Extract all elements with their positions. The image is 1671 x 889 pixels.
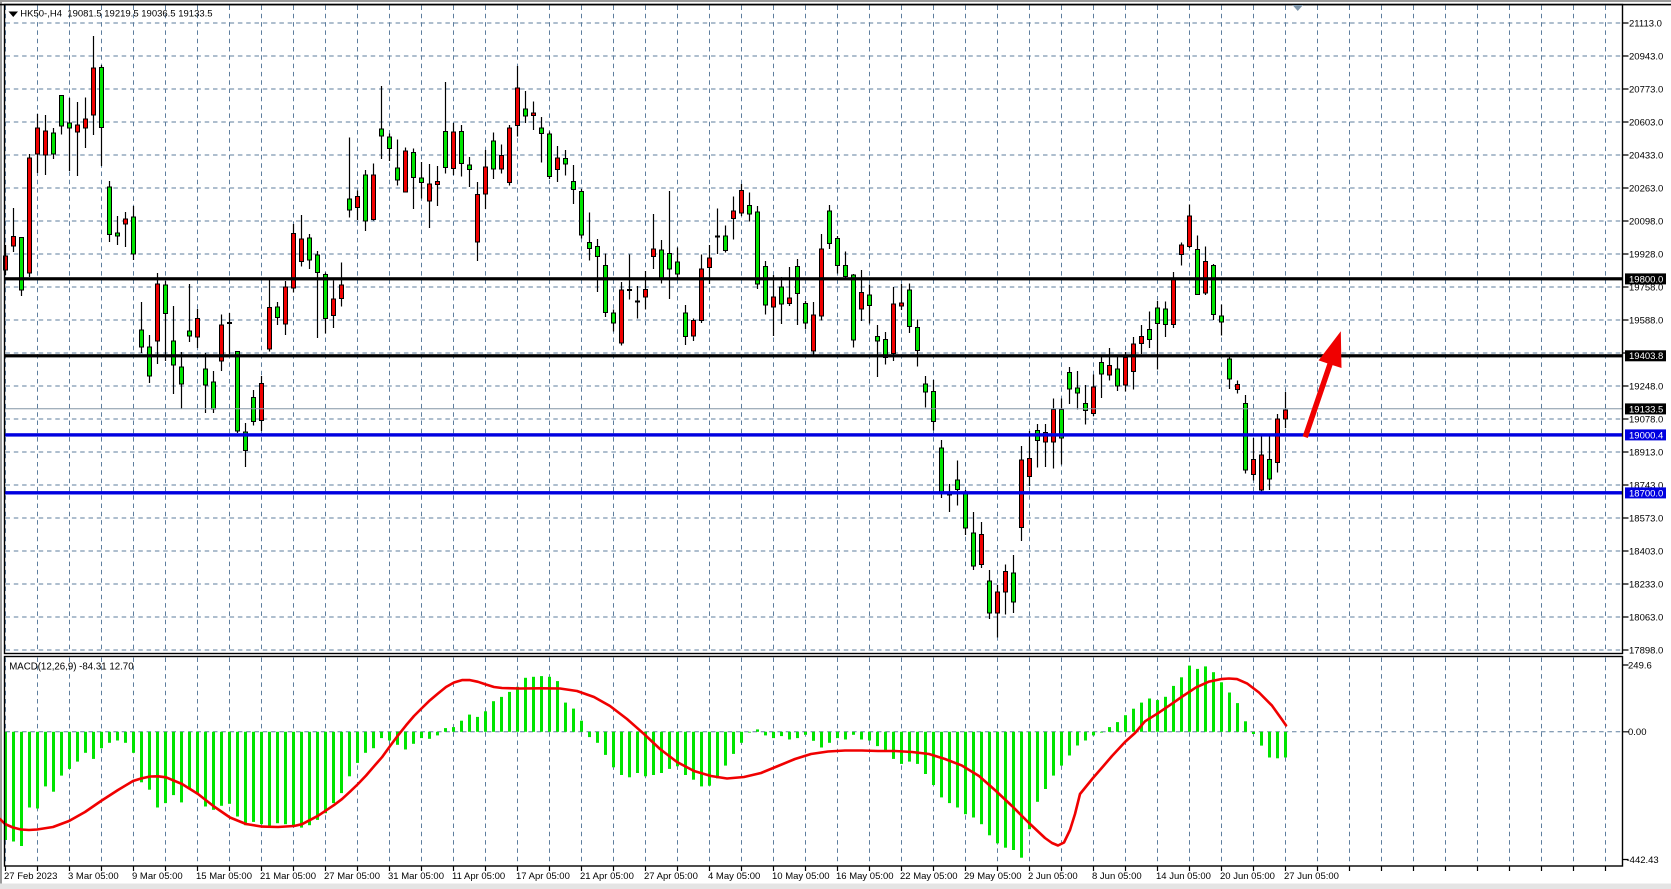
- svg-text:18700.0: 18700.0: [1629, 488, 1663, 499]
- svg-text:27 Jun 05:00: 27 Jun 05:00: [1284, 871, 1339, 882]
- svg-text:27 Feb 2023: 27 Feb 2023: [4, 871, 57, 882]
- svg-text:9 Mar 05:00: 9 Mar 05:00: [132, 871, 183, 882]
- svg-text:27 Mar 05:00: 27 Mar 05:00: [324, 871, 380, 882]
- svg-text:19758.0: 19758.0: [1629, 282, 1663, 293]
- svg-text:22 May 05:00: 22 May 05:00: [900, 871, 958, 882]
- svg-text:15 Mar 05:00: 15 Mar 05:00: [196, 871, 252, 882]
- svg-text:20943.0: 20943.0: [1629, 51, 1663, 62]
- svg-text:19000.4: 19000.4: [1629, 430, 1663, 441]
- svg-text:19928.0: 19928.0: [1629, 249, 1663, 260]
- svg-text:249.6: 249.6: [1628, 660, 1652, 671]
- svg-text:21 Apr 05:00: 21 Apr 05:00: [580, 871, 634, 882]
- svg-text:19588.0: 19588.0: [1629, 315, 1663, 326]
- svg-text:19078.0: 19078.0: [1629, 414, 1663, 425]
- svg-text:19800.0: 19800.0: [1629, 274, 1663, 285]
- svg-text:11 Apr 05:00: 11 Apr 05:00: [452, 871, 505, 882]
- svg-text:19133.5: 19133.5: [1629, 404, 1663, 415]
- svg-text:18573.0: 18573.0: [1629, 513, 1663, 524]
- svg-text:17898.0: 17898.0: [1629, 645, 1663, 656]
- svg-text:HK50-,H4 19081.5 19219.5 1903: HK50-,H4 19081.5 19219.5 19036.5 19133.5: [20, 9, 212, 20]
- svg-text:MACD(12,26,9) -84.31 12.70: MACD(12,26,9) -84.31 12.70: [9, 661, 134, 672]
- svg-text:31 Mar 05:00: 31 Mar 05:00: [388, 871, 444, 882]
- svg-text:20773.0: 20773.0: [1629, 84, 1663, 95]
- svg-text:17 Apr 05:00: 17 Apr 05:00: [516, 871, 570, 882]
- svg-text:21113.0: 21113.0: [1629, 18, 1662, 29]
- svg-text:0.00: 0.00: [1628, 727, 1647, 738]
- svg-text:29 May 05:00: 29 May 05:00: [964, 871, 1022, 882]
- svg-text:10 May 05:00: 10 May 05:00: [772, 871, 830, 882]
- svg-text:18233.0: 18233.0: [1629, 579, 1663, 590]
- svg-text:2 Jun 05:00: 2 Jun 05:00: [1028, 871, 1078, 882]
- svg-text:18913.0: 18913.0: [1629, 447, 1663, 458]
- svg-text:19248.0: 19248.0: [1629, 381, 1663, 392]
- svg-text:4 May 05:00: 4 May 05:00: [708, 871, 760, 882]
- svg-text:20263.0: 20263.0: [1629, 183, 1663, 194]
- svg-text:20603.0: 20603.0: [1629, 117, 1663, 128]
- svg-text:18063.0: 18063.0: [1629, 612, 1663, 623]
- svg-text:8 Jun 05:00: 8 Jun 05:00: [1092, 871, 1142, 882]
- svg-text:16 May 05:00: 16 May 05:00: [836, 871, 894, 882]
- svg-text:-442.43: -442.43: [1627, 855, 1659, 866]
- svg-text:18743.0: 18743.0: [1629, 480, 1663, 491]
- svg-text:20098.0: 20098.0: [1629, 216, 1663, 227]
- svg-text:3 Mar 05:00: 3 Mar 05:00: [68, 871, 119, 882]
- svg-text:20433.0: 20433.0: [1629, 150, 1663, 161]
- svg-text:19403.8: 19403.8: [1629, 351, 1663, 362]
- svg-text:27 Apr 05:00: 27 Apr 05:00: [644, 871, 698, 882]
- svg-text:18403.0: 18403.0: [1629, 546, 1663, 557]
- svg-text:21 Mar 05:00: 21 Mar 05:00: [260, 871, 316, 882]
- svg-text:20 Jun 05:00: 20 Jun 05:00: [1220, 871, 1275, 882]
- svg-text:14 Jun 05:00: 14 Jun 05:00: [1156, 871, 1211, 882]
